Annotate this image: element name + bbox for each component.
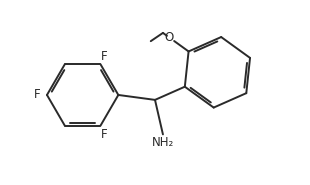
Text: F: F [101, 128, 108, 141]
Text: F: F [34, 88, 40, 101]
Text: O: O [165, 31, 174, 44]
Text: NH₂: NH₂ [152, 136, 174, 149]
Text: F: F [101, 50, 108, 63]
